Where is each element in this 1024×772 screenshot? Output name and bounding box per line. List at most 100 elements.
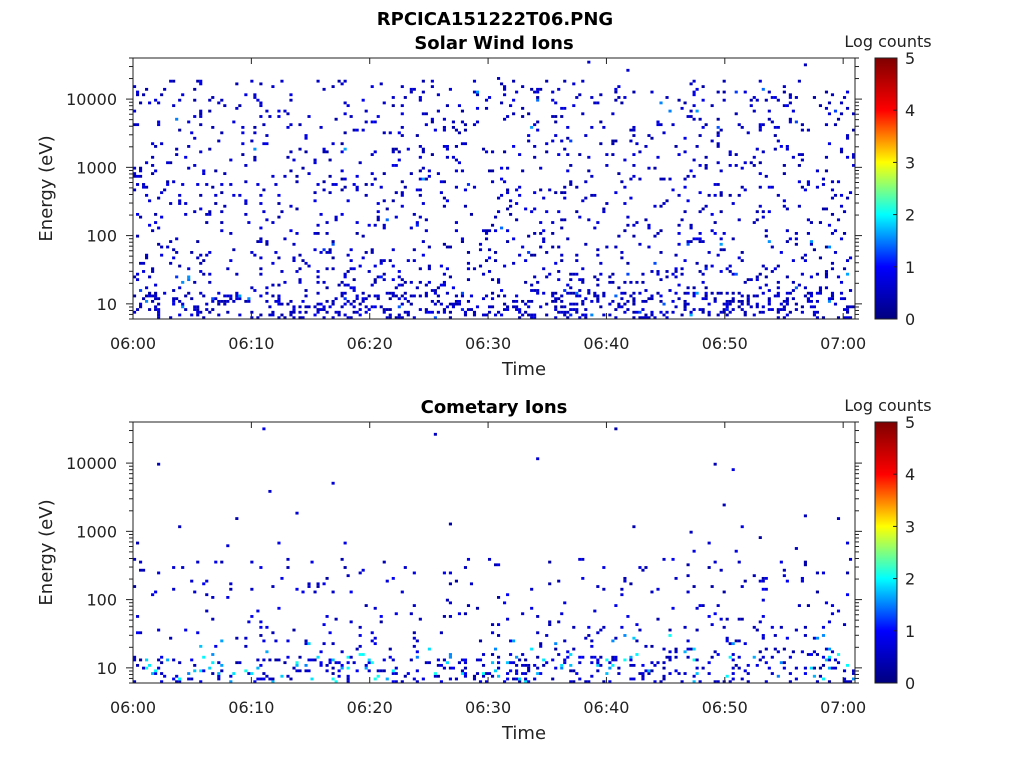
heatmap-cell	[602, 566, 606, 569]
heatmap-cell	[460, 294, 465, 298]
heatmap-cell	[839, 237, 844, 241]
heatmap-cell	[596, 299, 600, 303]
heatmap-cell	[692, 291, 696, 295]
heatmap-cell	[761, 598, 765, 602]
heatmap-cell	[563, 313, 567, 317]
heatmap-cell	[184, 294, 188, 298]
heatmap-cell	[466, 261, 471, 265]
heatmap-cell	[758, 128, 762, 132]
heatmap-cell	[569, 272, 573, 276]
heatmap-cell	[421, 150, 425, 154]
heatmap-cell	[713, 299, 717, 303]
heatmap-cell	[569, 139, 573, 143]
heatmap-cell	[289, 677, 293, 681]
heatmap-cell	[352, 305, 356, 309]
heatmap-cell	[599, 305, 603, 309]
heatmap-cell	[391, 147, 395, 151]
heatmap-cell	[430, 120, 434, 124]
heatmap-cell	[683, 625, 687, 629]
heatmap-cell	[145, 666, 149, 670]
heatmap-cell	[626, 68, 630, 72]
heatmap-cell	[148, 294, 152, 298]
heatmap-cell	[151, 299, 155, 303]
heatmap-cell	[355, 647, 359, 651]
heatmap-cell	[163, 87, 167, 91]
heatmap-cell	[788, 291, 792, 295]
heatmap-cell	[283, 280, 287, 284]
heatmap-cell	[277, 658, 281, 662]
heatmap-cell	[548, 582, 552, 586]
heatmap-cell	[656, 272, 660, 276]
heatmap-cell	[484, 106, 489, 110]
heatmap-cell	[665, 275, 669, 279]
heatmap-cell	[695, 672, 699, 675]
heatmap-cell	[614, 636, 618, 640]
heatmap-cell	[515, 655, 519, 659]
colorbar-tick-label: 2	[905, 206, 915, 225]
heatmap-cell	[719, 242, 723, 246]
heatmap-cell	[373, 305, 377, 309]
heatmap-cell	[704, 204, 708, 208]
heatmap-cell	[145, 161, 149, 165]
heatmap-cell	[325, 286, 329, 290]
heatmap-cell	[725, 267, 729, 271]
heatmap-cell	[331, 299, 335, 303]
heatmap-cell	[764, 174, 768, 178]
heatmap-cell	[572, 680, 576, 684]
heatmap-cell	[836, 609, 841, 613]
heatmap-cell	[761, 123, 765, 127]
heatmap-cell	[226, 544, 230, 548]
heatmap-cell	[394, 672, 398, 675]
heatmap-cell	[343, 291, 347, 295]
heatmap-cell	[286, 302, 290, 306]
heatmap-cell	[842, 297, 847, 301]
heatmap-cell	[695, 261, 699, 265]
heatmap-cell	[151, 164, 155, 167]
heatmap-cell	[289, 299, 293, 303]
heatmap-cell	[584, 196, 588, 200]
heatmap-cell	[433, 674, 437, 678]
heatmap-cell	[229, 158, 233, 162]
heatmap-cell	[512, 145, 516, 148]
heatmap-cell	[259, 294, 263, 298]
heatmap-cell	[400, 278, 404, 282]
heatmap-cell	[800, 579, 804, 583]
heatmap-cell	[593, 275, 597, 279]
heatmap-cell	[355, 232, 359, 235]
heatmap-cell	[596, 297, 600, 301]
heatmap-cell	[487, 557, 492, 561]
heatmap-cell	[412, 248, 416, 252]
heatmap-cell	[560, 259, 564, 263]
heatmap-cell	[298, 316, 302, 320]
heatmap-cell	[412, 294, 416, 298]
heatmap-cell	[806, 128, 810, 132]
heatmap-cell	[367, 658, 371, 662]
heatmap-cell	[554, 261, 558, 265]
heatmap-cell	[506, 188, 510, 192]
heatmap-cell	[839, 150, 844, 154]
heatmap-cell	[581, 79, 585, 83]
heatmap-cell	[725, 299, 729, 303]
heatmap-cell	[722, 680, 726, 684]
heatmap-cell	[803, 259, 807, 263]
heatmap-cell	[223, 302, 227, 306]
heatmap-cell	[782, 568, 786, 572]
heatmap-cell	[265, 650, 269, 654]
heatmap-cell	[800, 576, 804, 580]
heatmap-cell	[560, 115, 564, 118]
heatmap-cell	[737, 655, 741, 659]
heatmap-cell	[836, 517, 841, 520]
heatmap-cell	[722, 248, 726, 252]
y-tick-label: 10000	[66, 90, 117, 109]
heatmap-cell	[656, 232, 660, 235]
heatmap-cell	[692, 117, 696, 121]
heatmap-cell	[250, 310, 254, 314]
heatmap-cell	[572, 625, 576, 629]
heatmap-cell	[620, 180, 624, 184]
heatmap-cell	[626, 615, 630, 618]
heatmap-cell	[334, 661, 338, 665]
heatmap-cell	[728, 150, 732, 154]
heatmap-cell	[193, 87, 197, 91]
heatmap-cell	[463, 123, 468, 127]
heatmap-cell	[421, 112, 425, 116]
